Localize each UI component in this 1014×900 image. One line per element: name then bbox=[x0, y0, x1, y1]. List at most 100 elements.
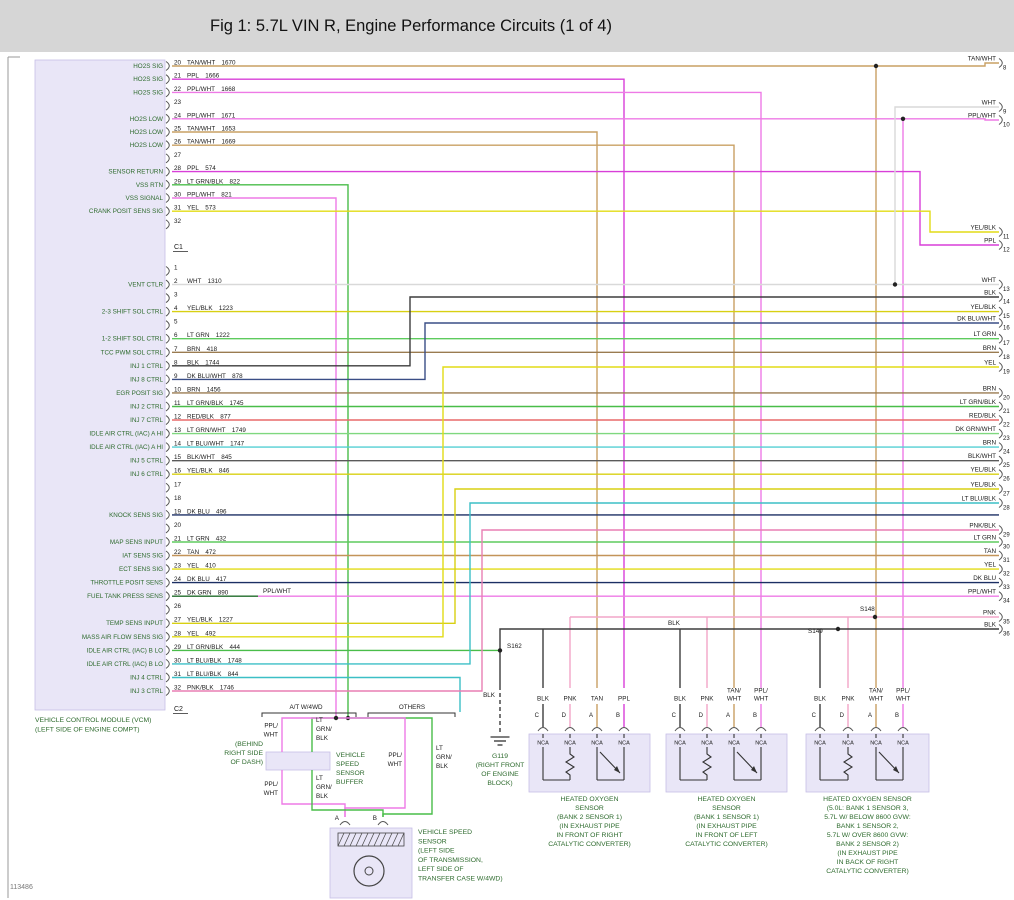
pin-signal: IAT SENS SIG bbox=[122, 553, 163, 560]
o2-sensor-caption: HEATED OXYGEN SENSOR bbox=[823, 796, 912, 803]
connector-arc-icon bbox=[998, 102, 1003, 112]
wire-label: GRN/ bbox=[316, 726, 332, 733]
pin-number: 16 bbox=[174, 468, 182, 475]
connector-arc-icon bbox=[165, 537, 170, 547]
wire-label: BLK 1744 bbox=[187, 359, 220, 366]
pin-signal: INJ 5 CTRL bbox=[130, 458, 163, 465]
connector-arc-icon bbox=[165, 219, 170, 230]
wire bbox=[281, 717, 336, 752]
o2-nca-label: NCA bbox=[814, 741, 826, 747]
o2-nca-label: NCA bbox=[755, 741, 767, 747]
pin-number: 32 bbox=[174, 684, 182, 691]
splice-dot bbox=[892, 282, 898, 287]
pin-signal: IDLE AIR CTRL (IAC) A HI bbox=[89, 431, 163, 438]
o2-pin-letter: D bbox=[840, 713, 845, 719]
pin-number: 32 bbox=[174, 218, 182, 225]
o2-wire-color: BLK bbox=[814, 696, 827, 703]
pin-signal: CRANK POSIT SENS SIG bbox=[89, 208, 163, 215]
pin-signal: INJ 8 CTRL bbox=[130, 376, 163, 383]
wire-label: TAN 472 bbox=[187, 549, 216, 556]
pin-number: 22 bbox=[174, 549, 182, 556]
connector-arc-icon bbox=[998, 591, 1003, 602]
vss-buffer-caption: VEHICLE bbox=[336, 752, 366, 759]
connector-arc-icon bbox=[728, 727, 740, 732]
wire-label: GRN/ bbox=[316, 784, 332, 791]
pin-number: 19 bbox=[174, 508, 182, 515]
connector-arc-icon bbox=[998, 240, 1003, 250]
ground-caption: G119 bbox=[492, 753, 508, 760]
o2-sensor-box bbox=[528, 733, 651, 793]
wire-label: PNK/BLK 1746 bbox=[187, 684, 234, 691]
wire-label: LT GRN 432 bbox=[187, 535, 227, 542]
vss-hatch bbox=[343, 832, 351, 847]
connector-arc-icon bbox=[165, 482, 170, 493]
connector-arc-icon bbox=[165, 631, 170, 642]
connector-arc-icon bbox=[998, 455, 1003, 466]
terminal-number: 28 bbox=[1003, 506, 1010, 512]
pin-number: 17 bbox=[174, 481, 182, 488]
o2-nca-label: NCA bbox=[897, 741, 909, 747]
splice-dot bbox=[873, 63, 879, 69]
vcm-caption: VEHICLE CONTROL MODULE (VCM) bbox=[35, 717, 151, 724]
o2-sensor-caption: HEATED OXYGEN bbox=[560, 796, 618, 803]
terminal-number: 19 bbox=[1003, 370, 1010, 376]
pin-number: 23 bbox=[174, 563, 182, 570]
pin-number: 9 bbox=[174, 373, 178, 380]
vss-hatch bbox=[385, 832, 393, 847]
terminal-number: 12 bbox=[1003, 248, 1010, 254]
wire-label: PPL/WHT 1668 bbox=[187, 86, 236, 93]
pin-signal: INJ 4 CTRL bbox=[130, 674, 163, 681]
connector-arc-icon bbox=[165, 127, 170, 137]
o2-sensor-caption: IN FRONT OF LEFT bbox=[696, 832, 758, 839]
component-boxes bbox=[34, 59, 930, 899]
terminal-number: 22 bbox=[1003, 423, 1010, 429]
vss-sensor-caption: TRANSFER CASE W/4WD) bbox=[418, 876, 503, 883]
connector-arc-icon bbox=[165, 153, 170, 164]
o2-pin-letter: C bbox=[672, 713, 677, 719]
wire-label: DK BLU 417 bbox=[187, 576, 227, 583]
splice-label: S162 bbox=[507, 643, 522, 650]
o2-sensor-box bbox=[805, 733, 930, 793]
o2-sensor-caption: (5.0L: BANK 1 SENSOR 3, bbox=[827, 805, 909, 812]
options-label: A/T W/4WD bbox=[289, 704, 323, 711]
pin-number: 20 bbox=[174, 60, 182, 67]
o2-sensor-caption: SENSOR bbox=[575, 805, 604, 812]
o2-sensor-caption: 5.7L W/ OVER 8600 GVW: bbox=[827, 832, 908, 839]
connector-arc-icon bbox=[165, 469, 170, 480]
connector-arc-icon bbox=[165, 509, 170, 520]
connector-arc-icon bbox=[165, 61, 170, 71]
symbols bbox=[165, 58, 1003, 887]
connector-arc-icon bbox=[897, 727, 909, 732]
wire bbox=[172, 170, 999, 246]
pin-signal: INJ 6 CTRL bbox=[130, 471, 163, 478]
wire-label: YEL/BLK 846 bbox=[187, 468, 230, 475]
wires bbox=[172, 62, 999, 817]
connector-arc-icon bbox=[165, 428, 170, 439]
o2-wire-color: WHT bbox=[869, 696, 883, 703]
wire-label: LT BLU/BLK 1748 bbox=[187, 657, 242, 664]
heater-element bbox=[842, 747, 854, 780]
wire-label: PPL/WHT 821 bbox=[187, 192, 232, 199]
o2-nca-label: NCA bbox=[701, 741, 713, 747]
terminal-label: YEL/BLK bbox=[970, 225, 996, 232]
connector-arc-icon bbox=[998, 624, 1003, 634]
terminal-number: 8 bbox=[1003, 66, 1007, 72]
terminal-label: RED/BLK bbox=[969, 413, 997, 420]
connector-arc-icon bbox=[165, 179, 170, 190]
o2-pin-letter: A bbox=[726, 713, 730, 719]
wire-label: LT bbox=[436, 745, 443, 752]
o2-sensor-caption: (IN EXHAUST PIPE bbox=[837, 850, 898, 857]
vss-buffer-location: (BEHIND bbox=[235, 741, 263, 748]
vss-pin-letter: B bbox=[373, 815, 377, 822]
doc-number: 113486 bbox=[10, 884, 33, 891]
pin-signal: IDLE AIR CTRL (IAC) B LO bbox=[87, 647, 163, 654]
terminal-number: 21 bbox=[1003, 409, 1010, 415]
connector-arc-icon bbox=[165, 360, 170, 371]
pin-signal: VSS RTN bbox=[136, 182, 164, 189]
connector-arc-icon bbox=[165, 279, 170, 290]
splice-dot bbox=[900, 116, 906, 122]
wire-label: BLK bbox=[483, 692, 496, 699]
connector-arc-icon bbox=[339, 821, 351, 826]
terminal-label: LT GRN bbox=[973, 535, 996, 542]
